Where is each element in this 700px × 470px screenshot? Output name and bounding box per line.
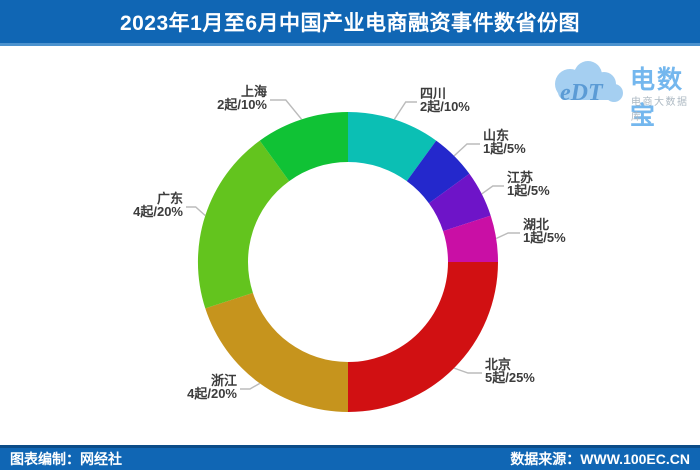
leader-line-hubei	[495, 232, 520, 240]
logo-subtitle: 电商大数据库	[631, 97, 689, 123]
footer-credit: 图表编制：网经社	[10, 451, 122, 467]
leader-line-guangdong	[186, 206, 206, 217]
slice-value: 2起/10%	[420, 99, 470, 114]
slice-name: 浙江	[210, 373, 237, 388]
slice-value: 5起/25%	[485, 370, 535, 385]
slice-zhejiang	[205, 292, 348, 413]
leader-line-beijing	[453, 367, 482, 374]
slice-value: 1起/5%	[523, 230, 566, 245]
slice-label-zhejiang: 浙江 4起/20%	[187, 374, 237, 400]
slice-label-beijing: 北京 5起/25%	[485, 358, 535, 384]
slice-name: 上海	[240, 84, 267, 99]
slice-label-sichuan: 四川 2起/10%	[420, 87, 470, 113]
slice-label-guangdong: 广东 4起/20%	[133, 192, 183, 218]
slice-value: 2起/10%	[217, 97, 267, 112]
footer-source: 数据来源：WWW.100EC.CN	[510, 451, 690, 467]
leader-line-sichuan	[393, 101, 417, 120]
edt-logo-text: eDT	[560, 80, 603, 106]
slice-value: 4起/20%	[187, 386, 237, 401]
cloud-icon	[555, 61, 623, 102]
slice-hubei	[443, 215, 499, 262]
slice-jiangsu	[428, 173, 491, 232]
leader-line-zhejiang	[240, 382, 261, 390]
slice-shanghai	[259, 111, 348, 182]
slice-shandong	[406, 140, 470, 204]
slice-beijing	[348, 262, 498, 412]
slice-name: 北京	[485, 357, 512, 372]
slice-name: 四川	[420, 86, 447, 101]
logo-brand: 电数宝	[630, 66, 685, 130]
slice-name: 山东	[483, 128, 510, 143]
slice-guangdong	[197, 140, 290, 309]
header: 2023年1月至6月中国产业电商融资事件数省份图	[0, 0, 700, 46]
slice-name: 江苏	[507, 170, 534, 185]
slice-label-jiangsu: 江苏 1起/5%	[507, 171, 550, 197]
leader-line-jiangsu	[481, 185, 504, 195]
edt-logo: eDT 电数宝 电商大数据库	[546, 58, 696, 130]
slice-label-shandong: 山东 1起/5%	[483, 129, 526, 155]
slice-label-hubei: 湖北 1起/5%	[523, 218, 566, 244]
slice-name: 湖北	[523, 217, 550, 232]
slice-value: 4起/20%	[133, 204, 183, 219]
footer: 图表编制：网经社 数据来源：WWW.100EC.CN	[0, 445, 700, 470]
leader-line-shandong	[453, 143, 480, 157]
page-title: 2023年1月至6月中国产业电商融资事件数省份图	[119, 11, 581, 35]
slice-name: 广东	[156, 191, 183, 206]
slice-label-shanghai: 上海 2起/10%	[217, 85, 267, 111]
slice-value: 1起/5%	[483, 141, 526, 156]
slice-sichuan	[348, 111, 437, 182]
leader-line-shanghai	[270, 99, 303, 120]
slice-value: 1起/5%	[507, 183, 550, 198]
